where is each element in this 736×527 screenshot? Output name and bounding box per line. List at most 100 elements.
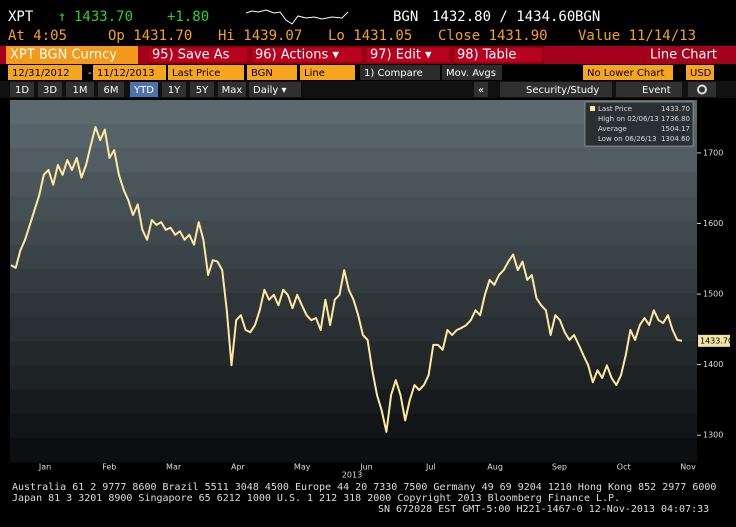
period-label: 6M bbox=[104, 85, 119, 96]
currency: BGN bbox=[575, 9, 600, 25]
period-button[interactable] bbox=[38, 82, 62, 97]
plot-band bbox=[10, 341, 697, 366]
x-tick-label: Oct bbox=[617, 463, 631, 472]
settings-icon[interactable] bbox=[697, 84, 707, 95]
ticker: XPT bbox=[8, 9, 34, 25]
period-label: 1Y bbox=[168, 85, 181, 96]
plot-band bbox=[10, 293, 697, 318]
sparkline bbox=[245, 9, 349, 25]
last-value-label: 1433.70 bbox=[700, 336, 733, 345]
plot-band bbox=[10, 124, 697, 149]
plot-band bbox=[10, 268, 697, 294]
x-tick-label: Nov bbox=[680, 463, 696, 472]
year-label: 2013 bbox=[342, 471, 362, 480]
period-label: YTD bbox=[133, 85, 154, 96]
y-tick-label: 1500 bbox=[703, 290, 723, 299]
control-field[interactable] bbox=[360, 65, 440, 80]
period-label: 1D bbox=[15, 85, 29, 96]
tool-label: Event bbox=[642, 85, 671, 96]
control-field[interactable] bbox=[300, 65, 355, 80]
legend-box bbox=[584, 101, 694, 147]
control-field[interactable] bbox=[93, 65, 166, 80]
control-label: 1) Compare bbox=[364, 68, 423, 79]
x-tick-label: Jul bbox=[425, 463, 436, 472]
settings-button[interactable] bbox=[688, 82, 716, 97]
control-label: BGN bbox=[251, 68, 273, 79]
tool-button[interactable] bbox=[500, 82, 612, 97]
control-field[interactable] bbox=[686, 65, 714, 80]
menu-button-label: 98) Table bbox=[457, 48, 516, 63]
bid-ask: 1432.80 / 1434.60 bbox=[432, 9, 575, 25]
tool-label: « bbox=[478, 85, 484, 96]
stat: Lo 1431.05 bbox=[328, 28, 412, 44]
frequency-label: Daily ▾ bbox=[253, 85, 287, 96]
legend-value: 1736.80 bbox=[661, 115, 690, 123]
plot-band bbox=[10, 317, 697, 342]
menu-button[interactable] bbox=[250, 46, 364, 64]
control-label: USD bbox=[690, 68, 712, 79]
stat: Close 1431.90 bbox=[438, 28, 548, 44]
plot-band bbox=[10, 389, 697, 415]
period-button[interactable] bbox=[162, 82, 186, 97]
control-field[interactable] bbox=[8, 65, 82, 80]
y-tick-label: 1300 bbox=[703, 431, 723, 440]
control-field[interactable] bbox=[168, 65, 244, 80]
period-button[interactable] bbox=[130, 82, 158, 97]
period-button[interactable] bbox=[10, 82, 34, 97]
legend-swatch bbox=[590, 106, 595, 111]
period-button[interactable] bbox=[98, 82, 124, 97]
change: +1.80 bbox=[167, 9, 209, 25]
legend-label: Average bbox=[598, 125, 627, 133]
plot-band bbox=[10, 365, 697, 391]
currency: BGN bbox=[393, 9, 418, 25]
tool-button[interactable] bbox=[474, 82, 488, 97]
x-tick-label: Sep bbox=[552, 463, 567, 472]
plot-band bbox=[10, 172, 697, 198]
last-value-tag bbox=[698, 334, 730, 347]
plot-band bbox=[10, 437, 697, 463]
menu-button-label: 97) Edit ▾ bbox=[370, 48, 432, 63]
control-label: No Lower Chart bbox=[587, 68, 664, 79]
plot-band bbox=[10, 148, 697, 173]
menu-button[interactable] bbox=[147, 46, 249, 64]
stat: Op 1431.70 bbox=[108, 28, 192, 44]
y-tick-label: 1600 bbox=[703, 219, 723, 228]
stat: Value 11/14/13 bbox=[578, 28, 696, 44]
security-field[interactable] bbox=[6, 46, 138, 64]
x-tick-label: Apr bbox=[231, 463, 246, 472]
period-button[interactable] bbox=[66, 82, 94, 97]
arrow: ↑ bbox=[58, 9, 66, 25]
footer-line: SN 672028 EST GMT-5:00 H221-1467-0 12-No… bbox=[378, 504, 709, 515]
control-label: Line bbox=[304, 68, 325, 79]
plot-band bbox=[10, 220, 697, 246]
period-label: Max bbox=[222, 85, 243, 96]
plot-band bbox=[10, 244, 697, 270]
menu-button[interactable] bbox=[365, 46, 451, 64]
menu-button-label: 96) Actions ▾ bbox=[255, 48, 339, 63]
period-button[interactable] bbox=[218, 82, 246, 97]
footer-line: Australia 61 2 9777 8600 Brazil 5511 304… bbox=[12, 482, 716, 493]
control-field[interactable] bbox=[583, 65, 673, 80]
period-label: 3D bbox=[43, 85, 57, 96]
control-field[interactable] bbox=[442, 65, 502, 80]
period-label: 5Y bbox=[196, 85, 209, 96]
legend-value: 1504.17 bbox=[661, 125, 690, 133]
footer-line: Japan 81 3 3201 8900 Singapore 65 6212 1… bbox=[12, 493, 620, 504]
stat: Hi 1439.07 bbox=[218, 28, 302, 44]
security: XPT BGN Curncy bbox=[10, 48, 117, 63]
control-label: 12/31/2012 bbox=[12, 68, 70, 79]
price: 1433.70 bbox=[74, 9, 133, 25]
frequency-button[interactable] bbox=[249, 82, 301, 97]
menu-button[interactable] bbox=[452, 46, 544, 64]
y-tick-label: 1400 bbox=[703, 360, 723, 369]
tool-button[interactable] bbox=[616, 82, 682, 97]
period-button[interactable] bbox=[190, 82, 214, 97]
legend-value: 1304.60 bbox=[661, 135, 690, 143]
control-label: 11/12/2013 bbox=[97, 68, 155, 79]
period-label: 1M bbox=[73, 85, 88, 96]
control-field[interactable] bbox=[247, 65, 297, 80]
plot-band bbox=[10, 100, 697, 125]
legend-label: Last Price bbox=[598, 105, 632, 113]
menu-button-label: 95) Save As bbox=[152, 48, 230, 63]
view-label: Line Chart bbox=[650, 48, 717, 63]
